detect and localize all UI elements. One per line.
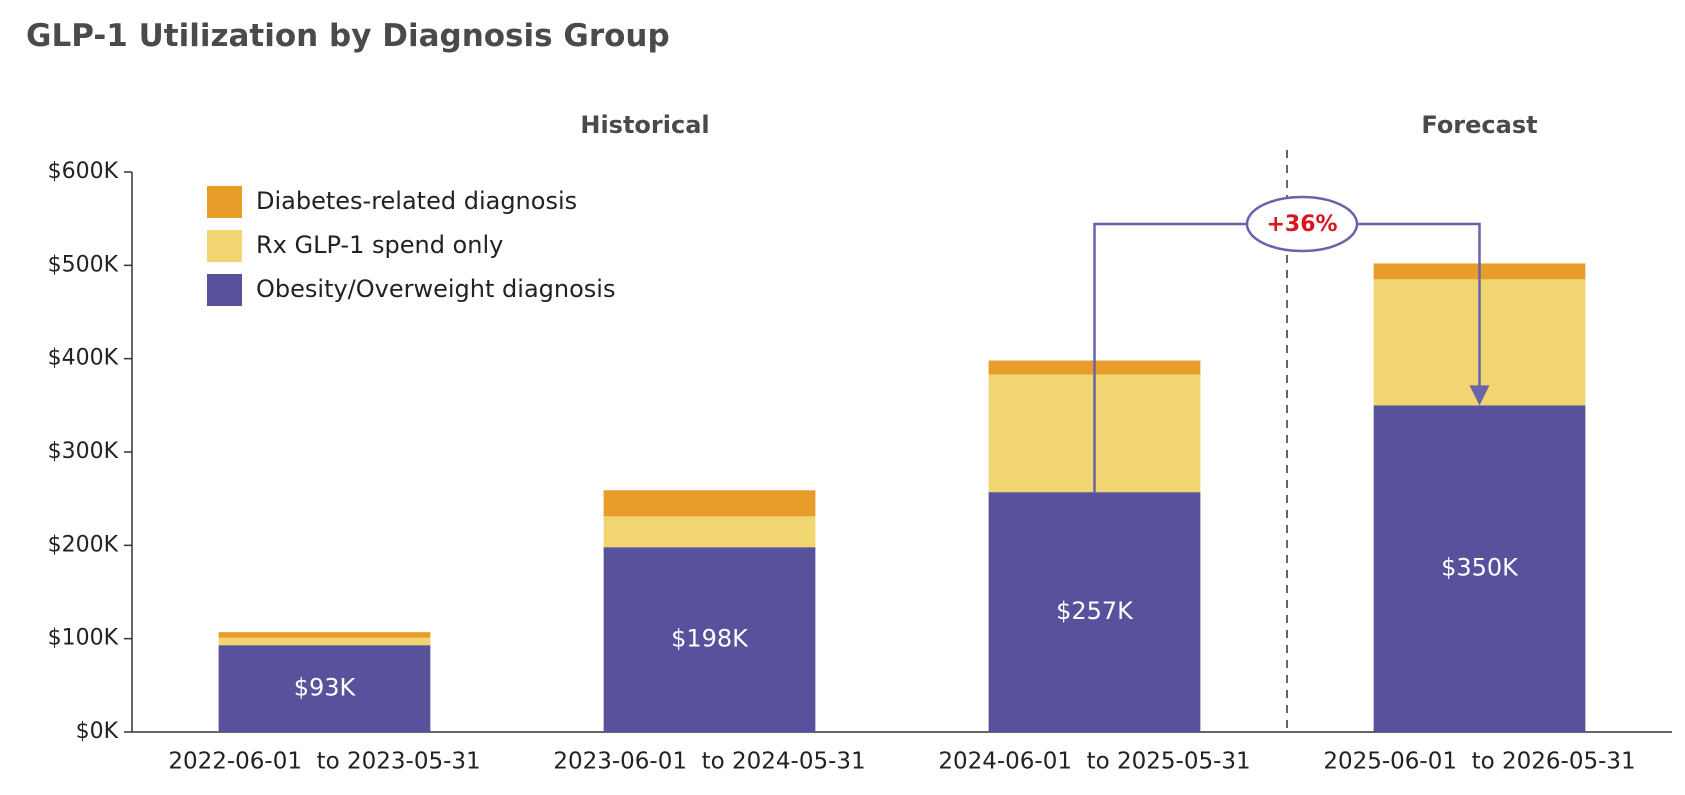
bar-segment	[218, 637, 431, 646]
y-tick-label: $0K	[76, 719, 119, 744]
legend-label: Diabetes-related diagnosis	[256, 187, 577, 215]
section-label: Historical	[580, 111, 709, 139]
legend-swatch	[207, 230, 242, 262]
arrow-head	[1469, 385, 1490, 406]
bar-segment	[988, 492, 1201, 732]
x-tick-label: 2022-06-01 to 2023-05-31	[168, 749, 480, 775]
y-tick-label: $200K	[48, 532, 119, 557]
bar-segment	[603, 516, 816, 548]
bar-segment	[1373, 405, 1586, 732]
x-tick-label: 2025-06-01 to 2026-05-31	[1323, 749, 1635, 775]
x-tick-label: 2023-06-01 to 2024-05-31	[553, 749, 865, 775]
value-label: $257K	[1056, 597, 1134, 625]
y-tick-label: $100K	[48, 626, 119, 651]
legend-swatch	[207, 186, 242, 218]
value-label: $93K	[294, 674, 357, 702]
bar-segment	[218, 645, 431, 732]
section-label: Forecast	[1421, 111, 1537, 139]
y-tick-label: $600K	[48, 159, 119, 184]
y-tick-label: $400K	[48, 346, 119, 371]
chart-title: GLP-1 Utilization by Diagnosis Group	[26, 18, 670, 54]
value-label: $198K	[671, 625, 749, 653]
value-label: $350K	[1441, 554, 1519, 582]
y-tick-label: $500K	[48, 252, 119, 277]
bar-segment	[603, 490, 816, 517]
annotation-bubble	[1245, 195, 1359, 253]
y-tick-label: $300K	[48, 439, 119, 464]
bar-segment	[218, 632, 431, 638]
annotation: +36%	[1266, 212, 1337, 237]
legend-label: Rx GLP-1 spend only	[256, 231, 503, 259]
x-tick-label: 2024-06-01 to 2025-05-31	[938, 749, 1250, 775]
legend-label: Obesity/Overweight diagnosis	[256, 275, 615, 303]
bar-segment	[603, 547, 816, 732]
legend-swatch	[207, 274, 242, 306]
